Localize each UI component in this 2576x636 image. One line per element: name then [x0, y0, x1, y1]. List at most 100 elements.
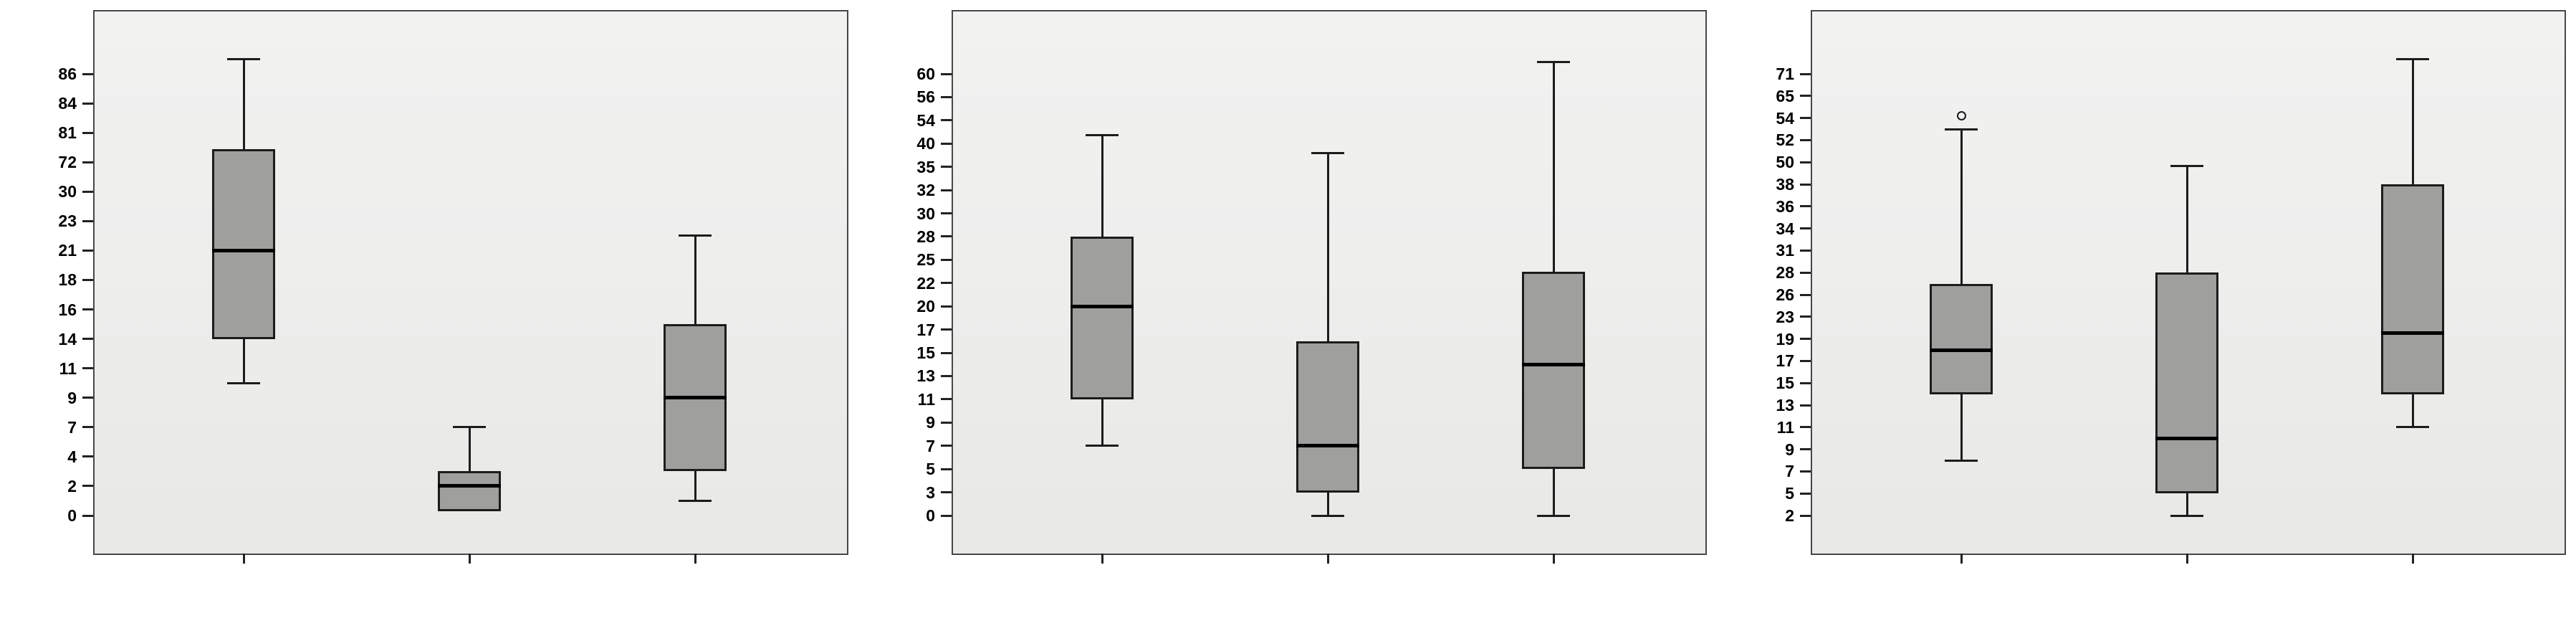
y-tick-mark — [941, 166, 952, 169]
y-tick-label: 22 — [916, 273, 935, 293]
y-tick-label: 0 — [67, 506, 77, 525]
upper-whisker-cap — [453, 426, 486, 429]
upper-whisker-cap — [1945, 128, 1978, 130]
box-body — [1522, 271, 1585, 470]
y-tick-mark — [82, 72, 93, 75]
outlier-marker — [1956, 111, 1966, 121]
box-body — [438, 471, 501, 511]
y-tick-mark — [1800, 470, 1811, 473]
y-tick-mark — [82, 278, 93, 281]
x-tick-mark — [1960, 554, 1963, 564]
y-tick-mark — [1800, 138, 1811, 141]
y-tick-mark — [941, 212, 952, 215]
lower-whisker-line — [1326, 492, 1329, 516]
y-tick-label: 72 — [58, 153, 77, 172]
y-tick-mark — [941, 467, 952, 470]
lower-whisker-cap — [1311, 514, 1344, 517]
box-body — [1296, 341, 1359, 493]
y-tick-mark — [82, 397, 93, 399]
upper-whisker-line — [468, 427, 471, 472]
y-tick-label: 52 — [1776, 130, 1794, 150]
upper-whisker-line — [1101, 135, 1103, 237]
lower-whisker-cap — [1945, 459, 1978, 462]
y-tick-mark — [941, 189, 952, 191]
upper-whisker-cap — [1311, 151, 1344, 154]
y-tick-label: 23 — [1776, 307, 1794, 326]
y-tick-label: 56 — [916, 87, 935, 107]
y-tick-label: 31 — [1776, 241, 1794, 260]
upper-whisker-cap — [227, 57, 260, 60]
y-tick-mark — [941, 142, 952, 145]
lower-whisker-line — [1552, 469, 1555, 516]
y-tick-mark — [1800, 161, 1811, 163]
lower-whisker-cap — [227, 381, 260, 384]
y-tick-mark — [1800, 514, 1811, 517]
y-tick-mark — [1800, 315, 1811, 318]
y-tick-label: 34 — [1776, 219, 1794, 238]
y-tick-mark — [1800, 205, 1811, 208]
y-tick-label: 7 — [67, 417, 77, 437]
y-tick-label: 17 — [916, 320, 935, 339]
y-tick-mark — [1800, 95, 1811, 98]
upper-whisker-line — [1552, 62, 1555, 272]
y-tick-label: 54 — [916, 110, 935, 130]
upper-whisker-line — [1326, 153, 1329, 341]
y-tick-label: 71 — [1776, 65, 1794, 83]
y-tick-mark — [82, 102, 93, 105]
y-tick-mark — [1800, 404, 1811, 407]
x-tick-mark — [1552, 554, 1555, 564]
y-tick-mark — [941, 305, 952, 308]
y-tick-mark — [1800, 271, 1811, 274]
y-tick-label: 3 — [926, 483, 935, 502]
y-tick-label: 7 — [926, 436, 935, 455]
y-tick-label: 38 — [1776, 175, 1794, 194]
median-line — [2381, 331, 2444, 336]
y-tick-mark — [1800, 426, 1811, 429]
y-tick-label: 17 — [1776, 351, 1794, 371]
y-tick-mark — [1800, 381, 1811, 384]
y-tick-mark — [82, 308, 93, 311]
upper-whisker-cap — [2396, 57, 2429, 60]
y-tick-mark — [82, 249, 93, 252]
y-tick-label: 28 — [916, 227, 935, 246]
box-body — [2381, 184, 2444, 394]
y-tick-label: 30 — [58, 182, 77, 201]
boxplot-panel-FB: 71 65 54 52 50 38 36 34 31 28 26 23 19 17 15 13 11 9 7 5 2 — [1718, 0, 2576, 636]
lower-whisker-cap — [679, 499, 712, 502]
y-tick-label: 81 — [58, 123, 77, 143]
y-tick-label: 18 — [58, 270, 77, 290]
y-tick-label: 26 — [1776, 285, 1794, 304]
y-tick-label: 86 — [58, 65, 77, 83]
y-tick-mark — [941, 351, 952, 354]
y-tick-label: 36 — [1776, 196, 1794, 216]
y-tick-label: 9 — [1785, 440, 1794, 459]
y-tick-label: 60 — [916, 65, 935, 83]
y-tick-label: 9 — [926, 413, 935, 432]
box-body — [2155, 272, 2218, 494]
y-tick-mark — [1800, 249, 1811, 252]
y-tick-mark — [941, 514, 952, 517]
upper-whisker-cap — [1537, 61, 1570, 64]
y-tick-mark — [941, 95, 952, 98]
y-tick-mark — [82, 455, 93, 458]
upper-whisker-cap — [1086, 134, 1119, 137]
lower-whisker-cap — [1086, 445, 1119, 447]
y-tick-mark — [941, 282, 952, 285]
median-line — [664, 396, 727, 400]
lower-whisker-cap — [2396, 426, 2429, 429]
y-tick-label: 14 — [58, 329, 77, 348]
median-line — [1071, 304, 1134, 308]
upper-whisker-line — [242, 59, 245, 149]
y-tick-label: 11 — [917, 389, 935, 409]
median-line — [212, 248, 275, 252]
y-tick-label: 9 — [67, 388, 77, 407]
y-tick-label: 5 — [1785, 484, 1794, 503]
y-tick-mark — [1800, 492, 1811, 495]
y-tick-mark — [1800, 117, 1811, 120]
y-tick-label: 2 — [1785, 506, 1794, 525]
y-tick-label: 50 — [1776, 153, 1794, 172]
x-tick-mark — [2185, 554, 2188, 564]
lower-whisker-line — [242, 338, 245, 384]
y-tick-label: 11 — [59, 359, 77, 378]
y-tick-label: 30 — [916, 204, 935, 223]
